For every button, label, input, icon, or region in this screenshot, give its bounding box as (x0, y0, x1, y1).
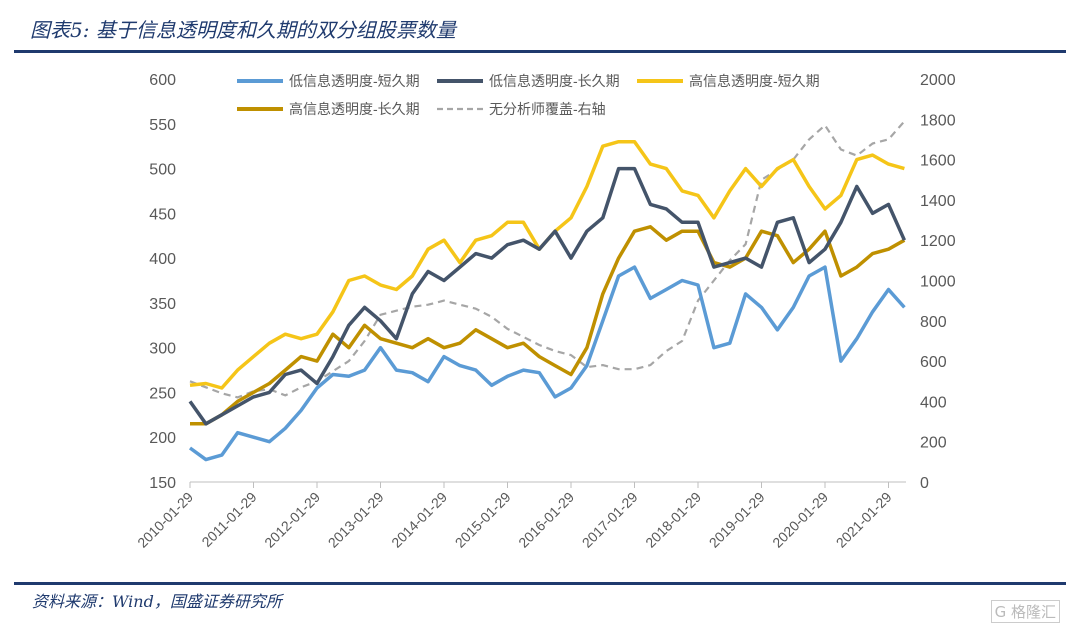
y-right-tick-label: 400 (920, 394, 947, 411)
y-right-tick-label: 1000 (920, 274, 956, 291)
x-tick-label: 2018-01-29 (642, 489, 704, 551)
legend-label: 无分析师覆盖-右轴 (489, 101, 606, 117)
x-tick-label: 2014-01-29 (388, 489, 450, 551)
y-left-tick-label: 300 (149, 341, 176, 358)
x-tick-label: 2015-01-29 (452, 489, 514, 551)
x-tick-label: 2010-01-29 (134, 489, 196, 551)
y-left-tick-label: 200 (149, 430, 176, 447)
x-tick-label: 2016-01-29 (515, 489, 577, 551)
line-chart: 150 200 250 300 350 400 450 500 550 600 0 200 400 600… (134, 72, 956, 551)
series-line-4 (190, 225, 906, 426)
title-divider (14, 50, 1066, 53)
series-line-3 (189, 139, 905, 390)
source-divider (14, 582, 1066, 585)
y-left-tick-label: 350 (149, 296, 176, 313)
legend-label: 高信息透明度-短久期 (689, 73, 820, 89)
x-tick-label: 2012-01-29 (261, 489, 323, 551)
y-left-tick-label: 250 (149, 385, 176, 402)
y-right-tick-label: 1800 (920, 112, 956, 129)
x-tick-label: 2020-01-29 (769, 489, 831, 551)
y-right-tick-label: 1600 (920, 153, 956, 170)
y-right-tick-label: 200 (920, 435, 947, 452)
y-left-tick-label: 600 (149, 72, 176, 89)
x-tick-label: 2013-01-29 (325, 489, 387, 551)
y-right-tick-label: 1400 (920, 193, 956, 210)
y-right-tick-label: 2000 (920, 72, 956, 89)
y-left-tick-label: 150 (149, 475, 176, 492)
y-left-tick-label: 450 (149, 206, 176, 223)
legend-label: 低信息透明度-短久期 (289, 73, 420, 89)
x-tick-label: 2011-01-29 (198, 489, 259, 550)
legend-label: 高信息透明度-长久期 (289, 101, 420, 117)
figure-title: 图表5: 基于信息透明度和久期的双分组股票数量 (30, 18, 456, 42)
y-left-tick-label: 500 (149, 162, 176, 179)
y-left-tick-label: 400 (149, 251, 176, 268)
legend-label: 低信息透明度-长久期 (489, 73, 620, 89)
x-tick-label: 2019-01-29 (706, 489, 768, 551)
x-tick-label: 2017-01-29 (579, 489, 641, 551)
watermark-logo: G 格隆汇 (990, 600, 1060, 623)
y-right-tick-label: 600 (920, 354, 947, 371)
y-left-tick-label: 550 (149, 117, 176, 134)
series-line-1 (188, 265, 906, 462)
y-right-tick-label: 800 (920, 314, 947, 331)
source-note: 资料来源：Wind，国盛证券研究所 (32, 592, 282, 611)
series-line-2 (188, 166, 906, 426)
y-right-tick-label: 1200 (920, 233, 956, 250)
x-tick-label: 2021-01-29 (833, 489, 895, 551)
y-right-tick-label: 0 (920, 475, 929, 492)
